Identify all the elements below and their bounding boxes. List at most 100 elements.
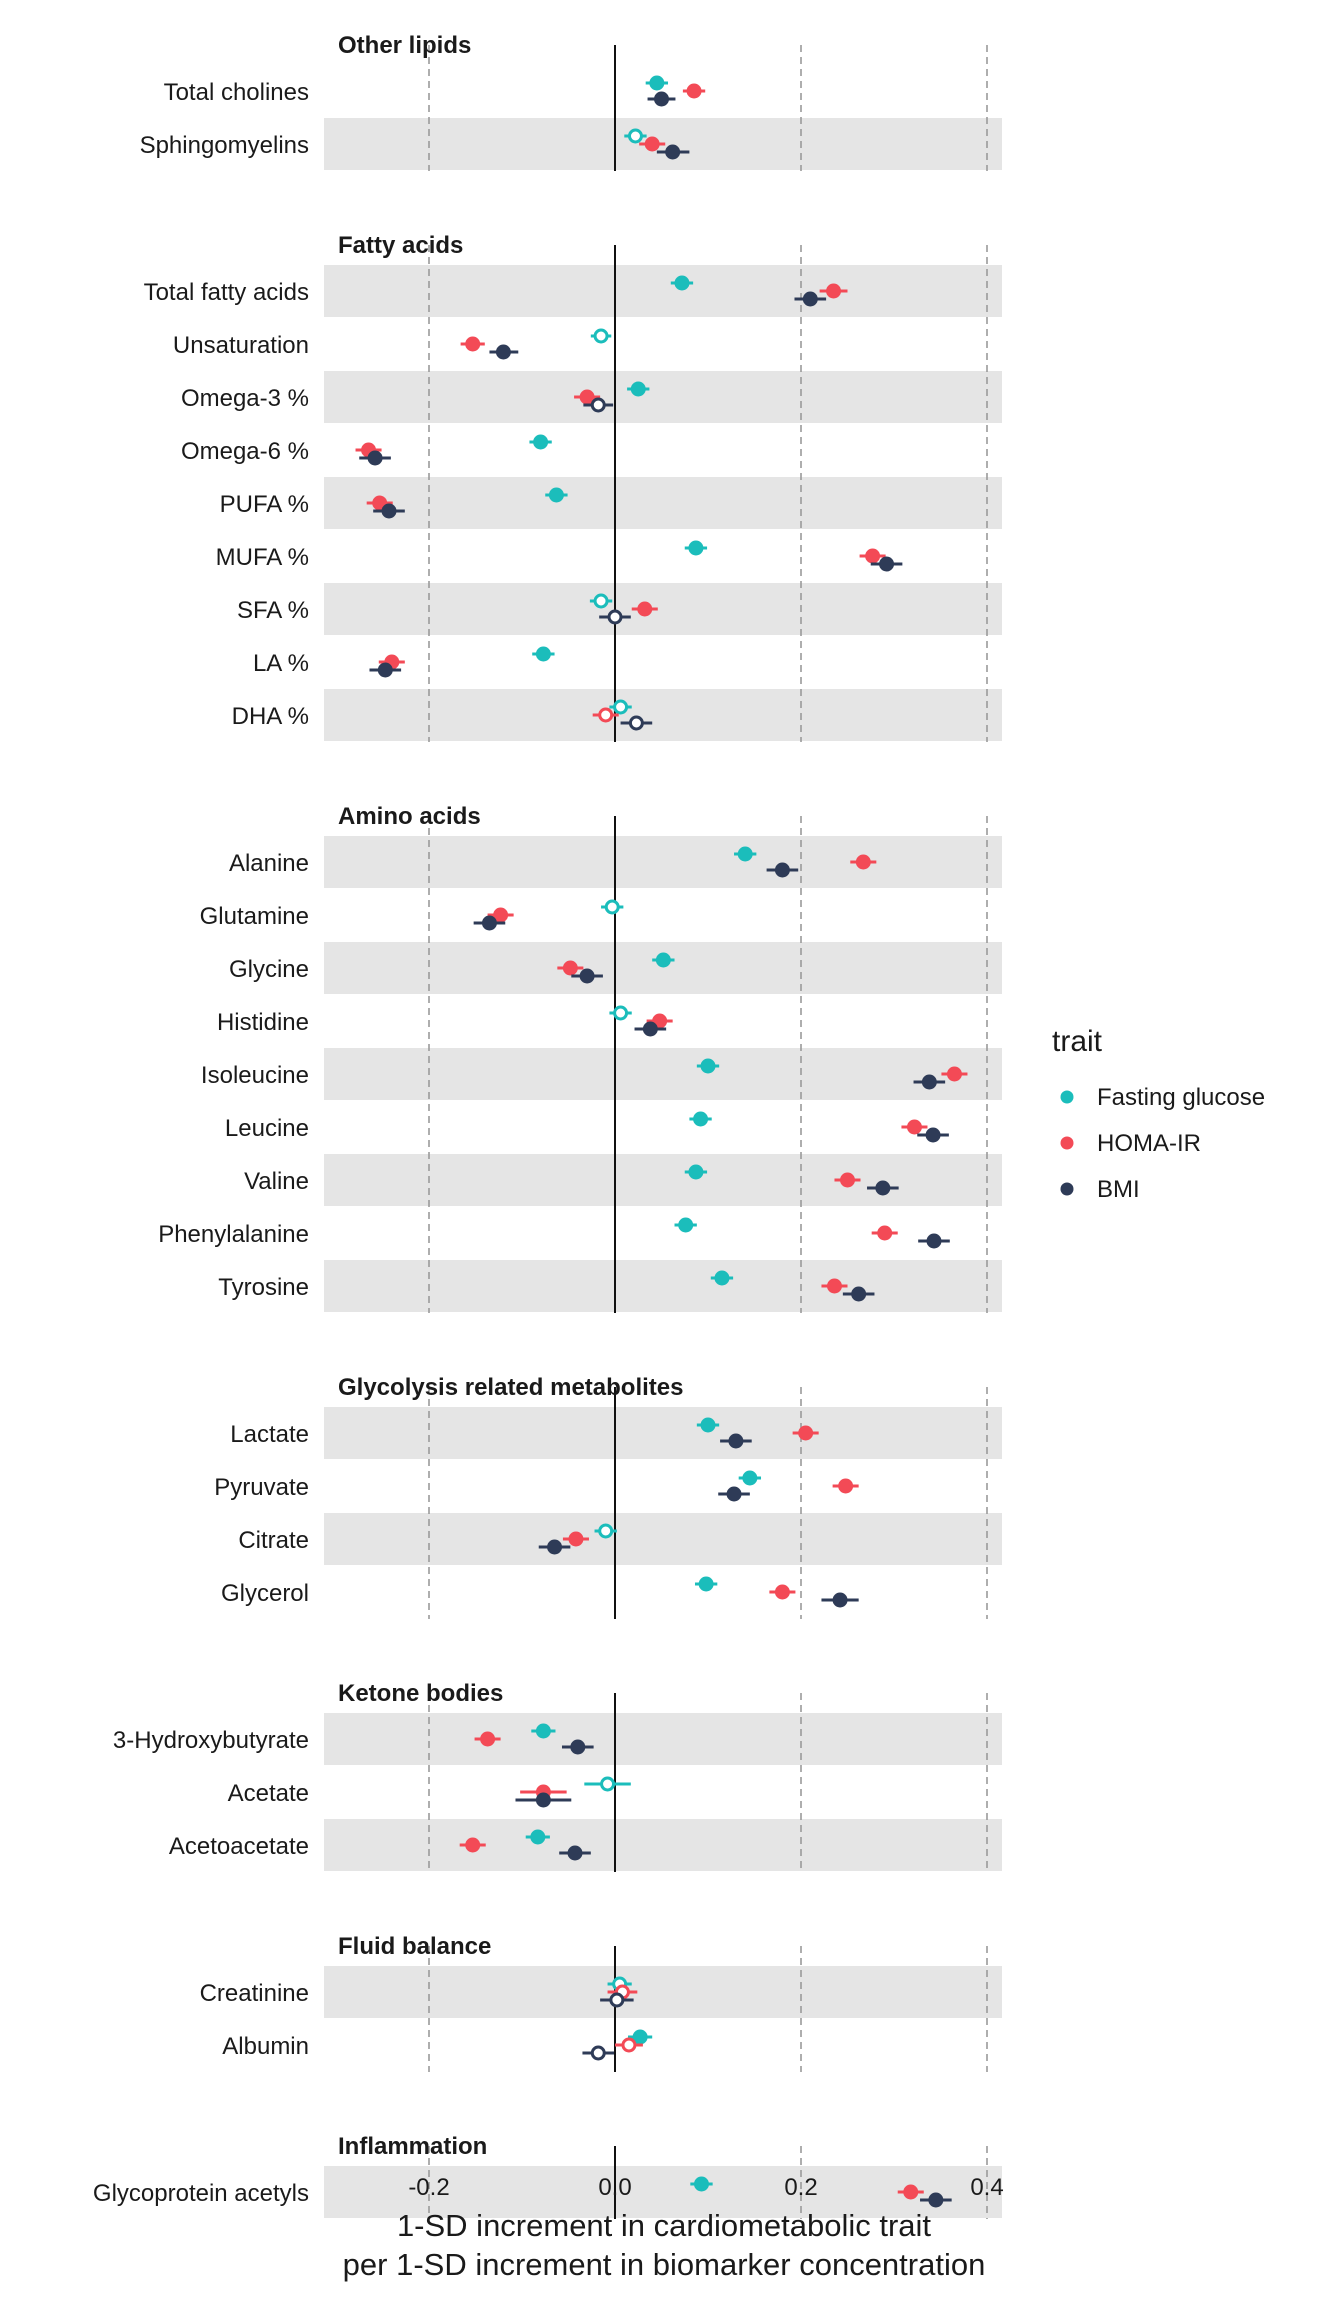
row-label: Total fatty acids xyxy=(144,279,309,306)
point-estimate xyxy=(802,291,818,307)
point-estimate xyxy=(377,662,393,678)
panel: Inflammation Glycoprotein acetyls xyxy=(93,2133,1002,2219)
point-estimate xyxy=(737,846,753,862)
x-tick-label: 0.4 xyxy=(970,2174,1003,2201)
point-estimate xyxy=(480,1731,496,1747)
point-estimate xyxy=(700,1417,716,1433)
point-estimate xyxy=(632,2029,648,2045)
point-estimate xyxy=(593,328,609,344)
x-tick-labels: -0.2 0.0 0.2 0.4 xyxy=(408,2174,1003,2201)
point-estimate xyxy=(698,1576,714,1592)
point-estimate xyxy=(613,699,629,715)
point-estimate xyxy=(367,450,383,466)
point-estimate xyxy=(906,1119,922,1135)
x-tick-label: 0.0 xyxy=(598,2174,631,2201)
panel-title: Amino acids xyxy=(338,803,481,830)
row-label: Total cholines xyxy=(164,79,309,106)
point-estimate xyxy=(742,1470,758,1486)
point-estimate xyxy=(465,1837,481,1853)
panel: Fatty acids Total fatty acids Unsaturation… xyxy=(144,232,1002,742)
row-label: Acetate xyxy=(228,1780,309,1807)
point-estimate xyxy=(928,2192,944,2208)
row-label: MUFA % xyxy=(216,544,309,571)
row-band xyxy=(324,1048,1002,1100)
legend-label: HOMA-IR xyxy=(1097,1130,1201,1157)
row-band xyxy=(324,1819,1002,1871)
row-label: Alanine xyxy=(229,850,309,877)
point-estimate xyxy=(567,1845,583,1861)
point-estimate xyxy=(649,75,665,91)
legend-swatch xyxy=(1060,1090,1074,1104)
row-band xyxy=(324,2166,1002,2218)
point-estimate xyxy=(547,1539,563,1555)
legend-label: Fasting glucose xyxy=(1097,1084,1265,1111)
point-estimate xyxy=(714,1270,730,1286)
row-label: LA % xyxy=(253,650,309,677)
row-label: Glycoprotein acetyls xyxy=(93,2180,309,2207)
point-estimate xyxy=(851,1286,867,1302)
row-band xyxy=(324,1713,1002,1765)
row-label: DHA % xyxy=(232,703,309,730)
row-band xyxy=(324,1260,1002,1312)
point-estimate xyxy=(865,548,881,564)
point-estimate xyxy=(655,952,671,968)
x-tick-label: -0.2 xyxy=(408,2174,449,2201)
point-estimate xyxy=(693,2176,709,2192)
legend-swatch xyxy=(1060,1182,1074,1196)
row-label: Histidine xyxy=(217,1009,309,1036)
point-estimate xyxy=(637,601,653,617)
point-estimate xyxy=(381,503,397,519)
row-label: Albumin xyxy=(222,2033,309,2060)
point-estimate xyxy=(548,487,564,503)
row-label: Omega-3 % xyxy=(181,385,309,412)
point-estimate xyxy=(726,1486,742,1502)
row-label: Valine xyxy=(244,1168,309,1195)
point-estimate xyxy=(530,1829,546,1845)
row-label: Leucine xyxy=(225,1115,309,1142)
row-label: Glycerol xyxy=(221,1580,309,1607)
row-label: Sphingomyelins xyxy=(140,132,309,159)
point-estimate xyxy=(700,1058,716,1074)
point-estimate xyxy=(877,1225,893,1241)
row-label: Unsaturation xyxy=(173,332,309,359)
row-band xyxy=(324,583,1002,635)
point-estimate xyxy=(728,1433,744,1449)
point-estimate xyxy=(855,854,871,870)
panel-title: Fluid balance xyxy=(338,1933,491,1960)
point-estimate xyxy=(590,397,606,413)
row-label: Omega-6 % xyxy=(181,438,309,465)
row-label: Glutamine xyxy=(200,903,309,930)
point-estimate xyxy=(798,1425,814,1441)
row-label: PUFA % xyxy=(220,491,309,518)
point-estimate xyxy=(774,862,790,878)
row-label: Glycine xyxy=(229,956,309,983)
point-estimate xyxy=(493,907,509,923)
point-estimate xyxy=(946,1066,962,1082)
row-band xyxy=(324,1513,1002,1565)
point-estimate xyxy=(568,1531,584,1547)
legend-entries: Fasting glucose HOMA-IR BMI xyxy=(1060,1084,1265,1203)
panel-title: Fatty acids xyxy=(338,232,463,259)
point-estimate xyxy=(570,1739,586,1755)
row-band xyxy=(324,477,1002,529)
point-estimate xyxy=(621,2037,637,2053)
row-label: Pyruvate xyxy=(214,1474,309,1501)
point-estimate xyxy=(826,1278,842,1294)
point-estimate xyxy=(613,1005,629,1021)
point-estimate xyxy=(688,1164,704,1180)
point-estimate xyxy=(533,434,549,450)
panel: Glycolysis related metabolites Lactate Pyr… xyxy=(214,1374,1002,1619)
point-estimate xyxy=(579,389,595,405)
row-label: Lactate xyxy=(230,1421,309,1448)
point-estimate xyxy=(832,1592,848,1608)
panel-title: Inflammation xyxy=(338,2133,487,2160)
row-band xyxy=(324,942,1002,994)
row-label: Phenylalanine xyxy=(158,1221,309,1248)
row-band xyxy=(324,265,1002,317)
row-band xyxy=(324,371,1002,423)
panel: Ketone bodies 3-Hydroxybutyrate Acetate Ace… xyxy=(113,1680,1002,1872)
point-estimate xyxy=(607,609,623,625)
point-estimate xyxy=(875,1180,891,1196)
point-estimate xyxy=(654,91,669,107)
